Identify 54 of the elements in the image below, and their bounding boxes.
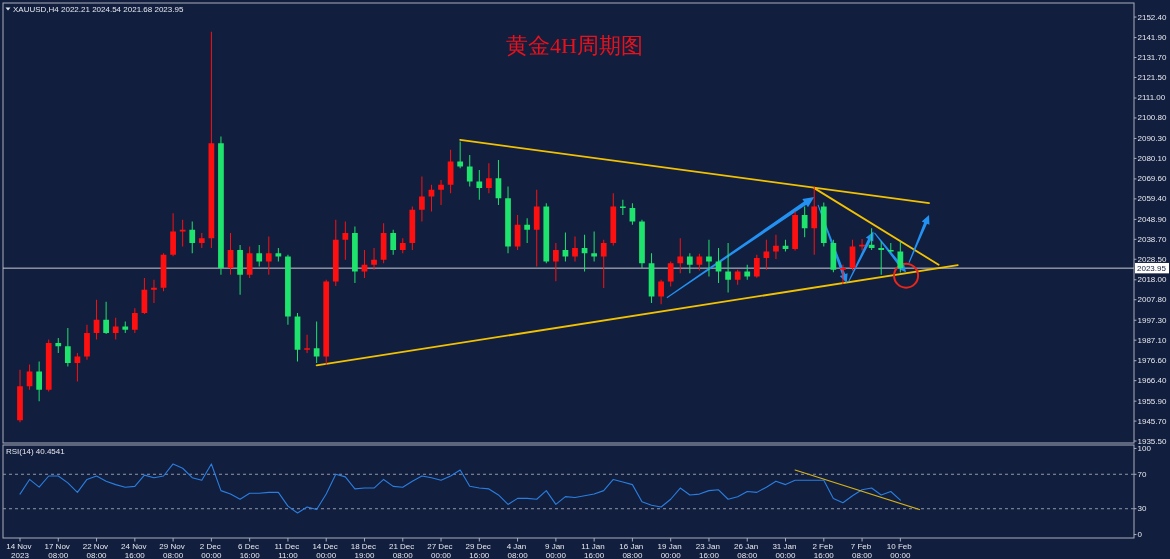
y-tick-label: 2028.50: [1137, 254, 1167, 264]
x-tick-label: 14 Nov 2023: [6, 541, 34, 559]
x-tick-label: 2 Feb 16:00: [812, 541, 836, 559]
y-tick-label: 70: [1137, 469, 1147, 479]
y-tick-label: 100: [1137, 443, 1152, 453]
x-tick-label: 9 Jan 00:00: [544, 541, 567, 559]
y-tick-label: 2069.60: [1137, 174, 1167, 184]
y-tick-label: 2059.40: [1137, 194, 1167, 204]
x-tick-label: 18 Dec 19:00: [350, 541, 379, 559]
x-tick-label: 11 Dec 11:00: [274, 541, 302, 559]
x-tick-label: 26 Jan 08:00: [734, 541, 761, 559]
y-tick-label: 2141.90: [1137, 33, 1167, 43]
y-tick-label: 0: [1137, 530, 1143, 540]
x-tick-label: 29 Nov 08:00: [159, 541, 187, 559]
y-tick-label: 2080.10: [1137, 153, 1167, 163]
x-tick-label: 2 Dec 00:00: [199, 541, 223, 559]
y-tick-label: 1955.90: [1137, 396, 1167, 406]
y-tick-label: 2131.70: [1137, 53, 1167, 63]
y-tick-label: 2152.40: [1137, 12, 1167, 22]
x-tick-label: 22 Nov 08:00: [82, 541, 111, 559]
y-tick-label: 1945.70: [1137, 416, 1167, 426]
y-tick-label: 1997.30: [1137, 315, 1167, 325]
x-tick-label: 16 Jan 08:00: [619, 541, 646, 559]
x-tick-label: 21 Dec 08:00: [388, 541, 417, 559]
y-tick-label: 2090.30: [1137, 133, 1167, 143]
x-tick-label: 10 Feb 00:00: [886, 541, 914, 559]
y-tick-label: 2111.00: [1137, 93, 1166, 103]
x-tick-label: 17 Nov 08:00: [44, 541, 73, 559]
x-tick-label: 29 Dec 16:00: [465, 541, 494, 559]
y-tick-label: 1935.50: [1137, 436, 1167, 446]
y-tick-label: 1966.40: [1137, 376, 1167, 386]
y-tick-label: 2038.70: [1137, 234, 1167, 244]
x-tick-label: 23 Jan 16:00: [695, 541, 723, 559]
y-tick-label: 2018.00: [1137, 275, 1167, 285]
x-tick-label: 7 Feb 08:00: [850, 541, 874, 559]
y-tick-label: 2100.80: [1137, 113, 1167, 123]
text: 黄金4H周期图: [506, 32, 643, 58]
x-tick-label: 27 Dec 00:00: [427, 541, 455, 559]
ref-line-label: 2023.95: [1137, 263, 1167, 273]
annotation: RSI(14) 40.4541: [6, 447, 66, 456]
y-tick-label: 2048.90: [1137, 214, 1167, 224]
annotation: XAUUSD,H4 2022.21 2024.54 2021.68 2023.95: [13, 5, 184, 14]
y-tick-label: 2121.50: [1137, 72, 1167, 82]
y-tick-label: 30: [1137, 504, 1147, 514]
x-tick-label: 6 Dec 16:00: [238, 541, 262, 559]
y-tick-label: 1987.10: [1137, 335, 1167, 345]
x-tick-label: 14 Dec 00:00: [312, 541, 340, 559]
x-tick-label: 11 Jan 16:00: [581, 541, 607, 559]
x-tick-label: 19 Jan 00:00: [657, 541, 684, 559]
y-tick-label: 1976.60: [1137, 356, 1167, 366]
x-tick-label: 31 Jan 00:00: [772, 541, 799, 559]
y-tick-label: 2007.80: [1137, 295, 1167, 305]
x-tick-label: 24 Nov 16:00: [121, 541, 149, 559]
x-tick-label: 4 Jan 08:00: [506, 541, 529, 559]
